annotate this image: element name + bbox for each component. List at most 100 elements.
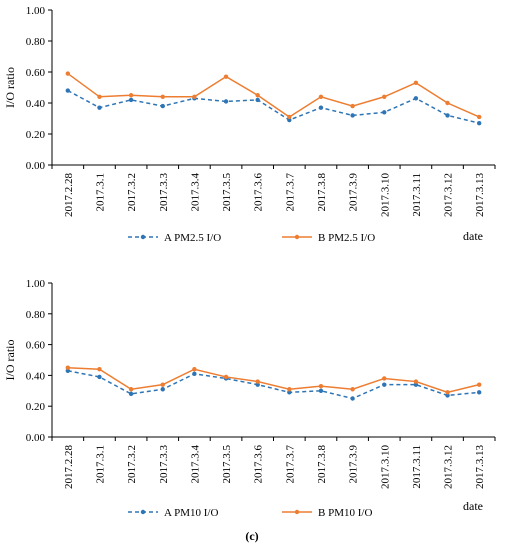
chart1-x-tick-label: 2017.3.7: [284, 173, 296, 212]
chart2-series-b-point: [350, 387, 355, 392]
chart1-series-a-point: [255, 97, 260, 103]
chart2-x-tick-label: 2017.3.4: [189, 445, 201, 484]
chart1-series-b-point: [350, 103, 355, 109]
chart2-y-tick-label: 1.00: [26, 278, 46, 290]
chart1-x-tick-label: 2017.2.28: [63, 173, 75, 218]
chart1-y-tick-label: 0.40: [26, 98, 46, 110]
chart2-y-tick-label: 0.00: [26, 432, 46, 444]
chart2-x-tick-label: 2017.3.6: [253, 445, 265, 484]
chart2-series-b-line: [67, 366, 480, 394]
chart1-series-a-point: [287, 117, 292, 123]
chart2-y-tick-label: 0.60: [26, 340, 46, 352]
chart2-series-b-point: [255, 379, 260, 384]
chart1-y-tick-label: 0.60: [26, 67, 46, 79]
chart1-legend-marker-b: [294, 234, 300, 240]
chart2-x-tick-label: 2017.3.13: [474, 445, 486, 490]
chart2-series-b-point: [382, 376, 387, 381]
chart1-series-b-point: [318, 94, 324, 100]
chart1-series-b-point: [97, 94, 102, 100]
chart2-series-a-point: [445, 393, 450, 398]
chart1-series-b-point: [382, 94, 387, 100]
chart1-series-a-point: [350, 113, 355, 118]
chart1-x-tick-label: 2017.3.10: [379, 173, 391, 218]
chart2-series-b-point: [318, 383, 324, 389]
chart1-x-tick-label: 2017.3.2: [126, 173, 138, 212]
chart1-series-b-point: [255, 93, 260, 98]
chart2-series-a-point: [255, 382, 260, 387]
chart2-series-b-point: [97, 367, 102, 372]
chart2-series-a-point: [160, 387, 165, 392]
chart2-series-a-point: [65, 368, 71, 373]
chart1-series-a-point: [65, 88, 71, 93]
chart1-series-a-point: [160, 103, 165, 109]
chart1-x-tick-label: 2017.3.13: [474, 173, 486, 218]
chart1-series-a-point: [97, 105, 102, 110]
chart1-series-a-point: [318, 105, 324, 110]
chart2-legend-marker-a: [140, 509, 146, 515]
chart2-series-a-point: [350, 396, 355, 401]
chart2-x-tick-label: 2017.3.7: [284, 445, 296, 484]
chart1-series-a-point: [223, 99, 229, 104]
chart2-x-tick-label: 2017.3.8: [316, 445, 328, 484]
chart1-series-b-point: [476, 114, 482, 120]
chart2-series-a-point: [287, 390, 292, 395]
chart2-legend-marker-b: [294, 509, 300, 515]
chart1-x-tick-label: 2017.3.11: [411, 173, 423, 217]
chart1-x-tick-label: 2017.3.12: [443, 173, 455, 217]
chart1-series-a-point: [382, 110, 387, 115]
chart1-series-b-point: [192, 94, 197, 100]
chart2-y-tick-label: 0.20: [26, 401, 46, 413]
chart1-series-b-point: [128, 93, 134, 98]
figure-caption: (c): [245, 529, 258, 543]
chart2-series-a-line: [67, 370, 480, 400]
chart2-x-tick-label: 2017.3.11: [411, 445, 423, 489]
chart1-y-tick-label: 1.00: [26, 5, 46, 17]
chart2-x-tick-label: 2017.2.28: [63, 445, 75, 490]
chart2-series-a-point: [476, 390, 482, 395]
chart1-legend-marker-a: [140, 234, 146, 240]
chart1-x-tick-label: 2017.3.6: [253, 173, 265, 212]
chart2-y-axis-label: I/O ratio: [3, 340, 17, 381]
chart2-x-tick-label: 2017.3.9: [348, 445, 360, 484]
chart2-series-a-point: [413, 382, 419, 387]
chart2-x-tick-label: 2017.3.10: [379, 445, 391, 490]
chart1-series-b-point: [65, 71, 71, 76]
chart2-x-tick-label: 2017.3.12: [443, 445, 455, 489]
chart1-x-tick-label: 2017.3.4: [189, 173, 201, 212]
chart1-series-b-point: [160, 94, 165, 100]
chart2-series-b-point: [445, 390, 450, 395]
chart1-x-tick-label: 2017.3.5: [221, 172, 233, 211]
chart2-series-a-point: [97, 374, 102, 380]
chart2-series-b-point: [287, 387, 292, 392]
chart2-x-tick-label: 2017.3.1: [94, 445, 106, 484]
chart2-x-tick-label: 2017.3.2: [126, 445, 138, 484]
chart1-series-b-point: [413, 80, 419, 86]
chart1-x-axis-label: date: [463, 229, 483, 243]
chart2-series-b-point: [192, 367, 197, 372]
chart2-series-a-point: [192, 371, 197, 377]
chart2-series-b-point: [413, 379, 419, 384]
chart1-legend-label-b: B PM2.5 I/O: [318, 232, 375, 244]
chart2-x-tick-label: 2017.3.3: [158, 445, 170, 484]
chart2-series-b-point: [65, 365, 71, 370]
chart2-series-b-point: [223, 374, 229, 380]
chart1-series-a-point: [413, 96, 419, 101]
chart1-x-tick-label: 2017.3.3: [158, 173, 170, 212]
chart2-y-tick-label: 0.40: [26, 370, 46, 382]
chart2-series-a-point: [382, 382, 387, 387]
chart1-series-b-point: [223, 74, 229, 79]
chart2-series-b-point: [128, 387, 134, 392]
chart2-x-axis-label: date: [463, 499, 483, 513]
chart1-series-b-point: [445, 100, 450, 106]
chart1-y-tick-label: 0.80: [26, 36, 46, 48]
chart1-x-tick-label: 2017.3.9: [348, 173, 360, 212]
chart1-legend-label-a: A PM2.5 I/O: [164, 232, 221, 244]
chart2-series-b-point: [160, 382, 165, 387]
chart1-y-tick-label: 0.00: [26, 160, 46, 172]
chart1-series-a-line: [67, 89, 480, 124]
chart1-y-axis-label: I/O ratio: [3, 67, 17, 108]
chart2-series-b-point: [476, 382, 482, 387]
chart1-series-b-point: [287, 114, 292, 120]
chart2-series-a-point: [318, 388, 324, 393]
